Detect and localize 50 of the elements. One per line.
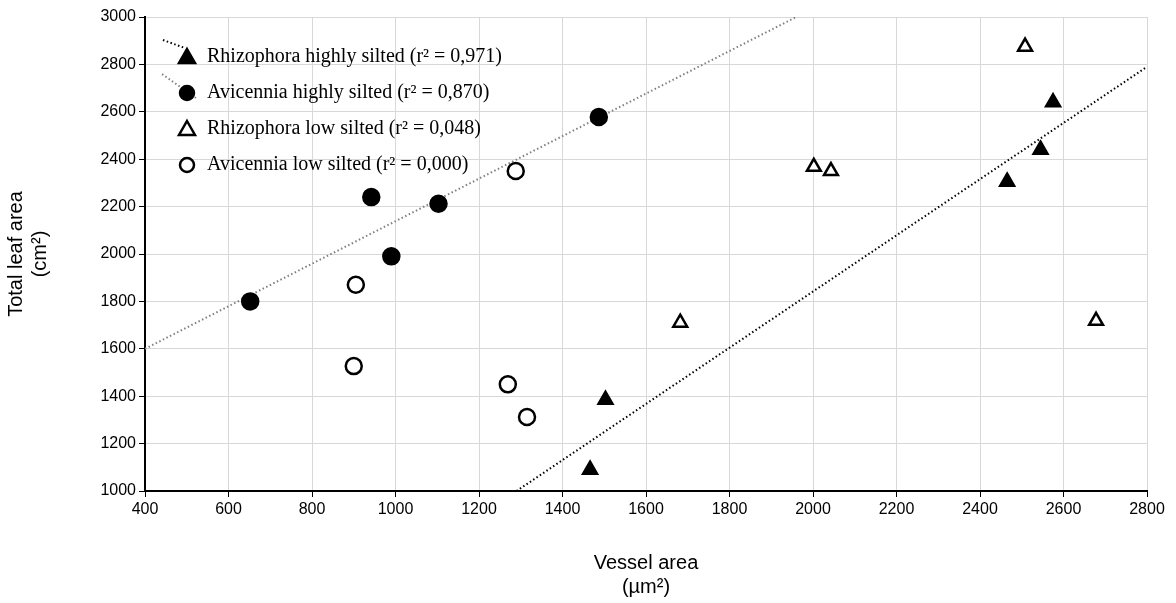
point	[498, 375, 518, 394]
point	[1087, 311, 1105, 327]
point	[805, 157, 823, 173]
point	[581, 460, 599, 475]
y-axis-title: Total leaf area (cm²)	[3, 190, 50, 317]
legend-label: Rhizophora low silted (r² = 0,048)	[207, 116, 481, 140]
x-tick-label: 1800	[711, 500, 748, 518]
point	[822, 161, 840, 177]
x-axis-title: Vessel area (µm²)	[593, 550, 700, 597]
point	[517, 407, 537, 427]
x-tick-label: 1400	[544, 500, 581, 518]
point	[672, 313, 689, 328]
legend-label: Rhizophora highly silted (r² = 0,971)	[207, 44, 503, 68]
x-tick-label: 2000	[795, 500, 831, 518]
point	[346, 275, 366, 295]
x-tick-label: 2600	[1045, 500, 1082, 518]
legend-label: Avicennia highly silted (r² = 0,870)	[207, 80, 490, 104]
point	[1016, 37, 1034, 52]
x-tick-label: 1200	[461, 500, 497, 518]
x-tick-label: 2800	[1129, 500, 1165, 518]
y-tick-label: 2600	[100, 102, 137, 120]
y-tick-label: 2200	[100, 197, 137, 215]
point	[506, 161, 525, 181]
point	[1032, 140, 1049, 155]
legend-label: Avicennia low silted (r² = 0,000)	[207, 152, 469, 176]
point	[597, 390, 614, 406]
point	[429, 194, 448, 214]
y-tick-label: 3000	[100, 7, 137, 25]
x-tick-label: 1600	[628, 500, 664, 518]
x-tick-label: 2400	[962, 500, 998, 518]
x-tick-label: 400	[131, 500, 159, 518]
point	[240, 292, 260, 311]
point	[382, 247, 401, 266]
point	[1044, 93, 1062, 108]
y-tick-label: 1600	[100, 339, 137, 357]
y-tick-label: 1400	[100, 386, 137, 404]
x-tick-label: 800	[298, 500, 326, 518]
y-tick-label: 2800	[100, 54, 137, 72]
x-tick-label: 2200	[878, 500, 915, 518]
x-tick-label: 600	[215, 500, 242, 518]
point	[589, 107, 609, 127]
point	[344, 356, 363, 376]
y-tick-label: 1000	[100, 481, 137, 499]
y-tick-label: 2400	[100, 149, 137, 167]
point	[362, 187, 381, 207]
point	[998, 172, 1016, 187]
y-tick-label: 1200	[100, 434, 137, 452]
y-tick-label: 1800	[100, 291, 137, 309]
x-tick-label: 1000	[377, 500, 414, 518]
y-tick-label: 2000	[100, 244, 137, 262]
